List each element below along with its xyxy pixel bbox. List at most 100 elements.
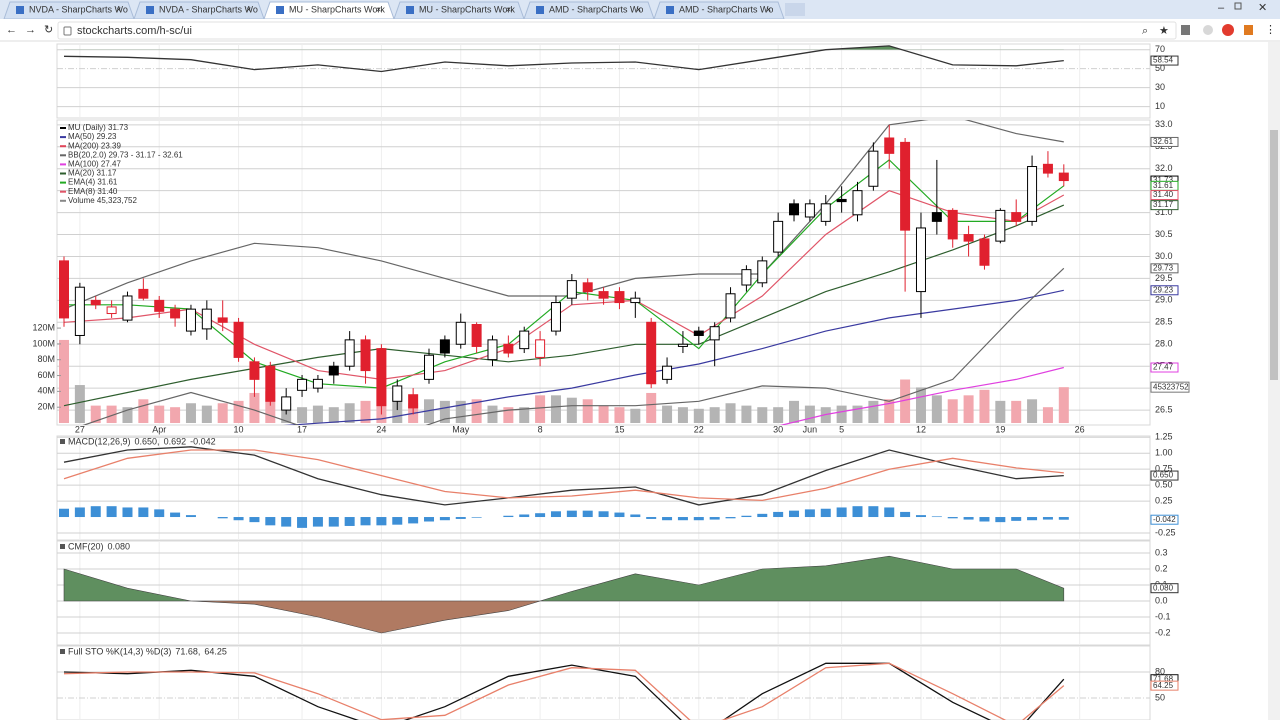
value-tag-box <box>1150 583 1179 594</box>
tab-close[interactable]: × <box>766 4 771 14</box>
histogram-bar <box>503 515 514 518</box>
histogram-bar <box>249 517 260 523</box>
address-bar[interactable] <box>57 21 1177 40</box>
histogram-bar <box>630 514 641 518</box>
volume-bar <box>725 403 736 424</box>
bookmark-star[interactable]: ★ <box>1159 25 1169 37</box>
y-tick-label: 10 <box>1155 101 1165 111</box>
x-tick-label: 15 <box>614 424 624 434</box>
tab-icon <box>16 6 24 14</box>
candle-body <box>868 150 879 187</box>
candle-body <box>138 288 149 299</box>
tab-close[interactable]: × <box>506 4 511 14</box>
histogram-bar <box>408 517 419 524</box>
volume-bar <box>566 397 577 424</box>
volume-bar <box>487 405 498 424</box>
candle-body <box>1042 163 1053 174</box>
reload-button[interactable]: ↻ <box>44 24 53 36</box>
legend-entry: BB(20,2.0) 29.73 - 31.17 - 32.61 <box>68 150 183 159</box>
plot <box>63 555 1065 634</box>
tab-close[interactable]: × <box>636 4 641 14</box>
value-tag: 31.73 <box>1153 176 1174 185</box>
y-tick-label: 28.5 <box>1155 317 1173 327</box>
y-tick-label: 1.25 <box>1155 432 1173 442</box>
scrollbar-thumb[interactable] <box>1270 130 1278 380</box>
volume-bar <box>789 400 800 424</box>
forward-button[interactable]: → <box>25 24 36 36</box>
value-tag-box <box>1150 190 1179 201</box>
candle-body <box>471 324 482 347</box>
candle-body <box>1027 166 1038 222</box>
back-button[interactable]: ← <box>6 24 17 36</box>
candle-body <box>344 339 355 367</box>
x-tick-label: 19 <box>995 424 1005 434</box>
zoom-icon[interactable]: ⌕ <box>1142 25 1148 37</box>
volume-bar <box>550 395 561 424</box>
candle-body <box>265 365 276 402</box>
panel-frame <box>56 119 1151 426</box>
maximize[interactable] <box>1234 2 1242 10</box>
volume-bar <box>249 392 260 424</box>
histogram-bar <box>154 509 165 518</box>
tab-close[interactable]: × <box>376 4 381 14</box>
volume-bar <box>852 405 863 424</box>
extension[interactable] <box>1244 25 1253 35</box>
x-tick-label: Jun <box>803 424 818 434</box>
volume-bar <box>757 407 768 424</box>
candle-body <box>519 330 530 350</box>
extension[interactable] <box>1203 25 1213 35</box>
candle-body <box>74 286 85 336</box>
x-tick-label: 8 <box>538 424 543 434</box>
volume-bar <box>328 407 339 424</box>
volume-bar <box>503 407 514 424</box>
candle-body <box>582 282 593 293</box>
histogram-bar <box>662 517 673 521</box>
candle-body <box>915 227 926 293</box>
minimize[interactable]: – <box>1218 2 1225 14</box>
histogram-bar <box>1058 517 1069 520</box>
candle-body <box>170 308 181 319</box>
close-window[interactable]: ✕ <box>1258 2 1267 14</box>
url: stockcharts.com/h-sc/ui <box>77 25 192 37</box>
extension[interactable] <box>1181 25 1190 35</box>
candle-body <box>122 295 133 321</box>
legend-entry: EMA(8) 31.40 <box>68 187 118 196</box>
y2-tick-label: 120M <box>32 322 55 332</box>
panel: 70 50 30 10 58.54 <box>56 43 1179 119</box>
volume-bar <box>963 395 974 424</box>
histogram-bar <box>360 517 371 526</box>
y-tick-label: 30.0 <box>1155 251 1173 261</box>
y-tick-label: 1.00 <box>1155 448 1173 458</box>
value-tag-box <box>1150 136 1179 147</box>
panel-readout: 0.692 <box>164 436 187 446</box>
new-tab[interactable] <box>785 3 805 16</box>
volume-bar <box>106 405 117 424</box>
y2-tick-label: 40M <box>37 386 55 396</box>
histogram-bar <box>455 517 466 519</box>
candle-body <box>90 299 101 306</box>
legend-swatch <box>60 127 66 129</box>
volume-bar <box>59 339 69 424</box>
panel-readout: 71.68, <box>175 646 200 656</box>
candle-body <box>392 385 403 402</box>
y2-tick-label: 20M <box>37 402 55 412</box>
extension[interactable] <box>1222 24 1234 36</box>
y-tick-label: 32.0 <box>1155 163 1173 173</box>
candle-body <box>408 394 419 409</box>
histogram-bar <box>598 511 609 518</box>
value-tag: 27.47 <box>1153 363 1174 372</box>
histogram-bar <box>519 514 530 518</box>
menu[interactable]: ⋮ <box>1265 24 1276 36</box>
candle-body <box>439 339 450 354</box>
value-tag-box <box>1150 200 1179 211</box>
x-tick-label: 27 <box>75 424 85 434</box>
ma-line <box>63 204 1065 407</box>
histogram-bar <box>535 513 546 518</box>
tab-close[interactable]: × <box>246 4 251 14</box>
tab-close[interactable]: × <box>116 4 121 14</box>
y-tick-label: -0.1 <box>1155 611 1171 621</box>
histogram-bar <box>344 517 355 526</box>
candle-body <box>535 339 546 358</box>
